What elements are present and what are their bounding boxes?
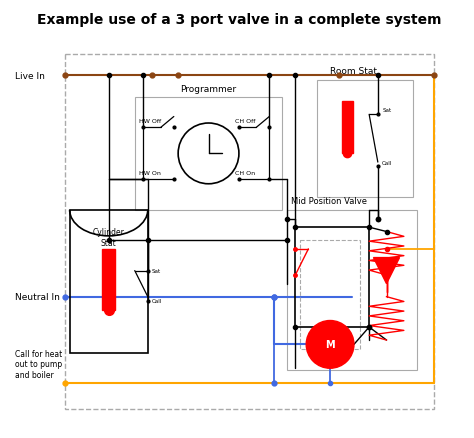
Text: Room Stat: Room Stat bbox=[330, 67, 377, 76]
Text: Call for heat
out to pump
and boiler: Call for heat out to pump and boiler bbox=[15, 349, 63, 379]
Text: M: M bbox=[325, 339, 335, 350]
Circle shape bbox=[178, 124, 239, 184]
Text: Live In: Live In bbox=[15, 71, 45, 81]
Text: Cylinder
Stat: Cylinder Stat bbox=[93, 228, 125, 247]
Bar bbox=[102, 249, 115, 310]
Polygon shape bbox=[374, 258, 400, 284]
Text: Neutral In: Neutral In bbox=[15, 293, 60, 301]
Text: Mid Position Valve: Mid Position Valve bbox=[291, 197, 367, 206]
Bar bbox=[342, 102, 353, 154]
Text: CH On: CH On bbox=[235, 171, 255, 176]
Bar bbox=[70, 210, 148, 353]
Text: Call: Call bbox=[152, 299, 163, 304]
Circle shape bbox=[306, 321, 354, 368]
Bar bbox=[65, 54, 434, 410]
Text: Programmer: Programmer bbox=[181, 85, 237, 93]
Text: Example use of a 3 port valve in a complete system: Example use of a 3 port valve in a compl… bbox=[36, 13, 441, 27]
Bar bbox=[135, 98, 283, 210]
Bar bbox=[295, 228, 369, 327]
Text: Sat: Sat bbox=[152, 268, 161, 273]
Bar bbox=[287, 210, 417, 371]
Bar bbox=[317, 81, 412, 198]
Text: CH Off: CH Off bbox=[235, 119, 255, 124]
Text: HW Off: HW Off bbox=[139, 119, 161, 124]
Text: HW On: HW On bbox=[139, 171, 161, 176]
Text: Call: Call bbox=[382, 160, 392, 165]
Bar bbox=[300, 240, 360, 349]
Text: Sat: Sat bbox=[382, 108, 392, 113]
